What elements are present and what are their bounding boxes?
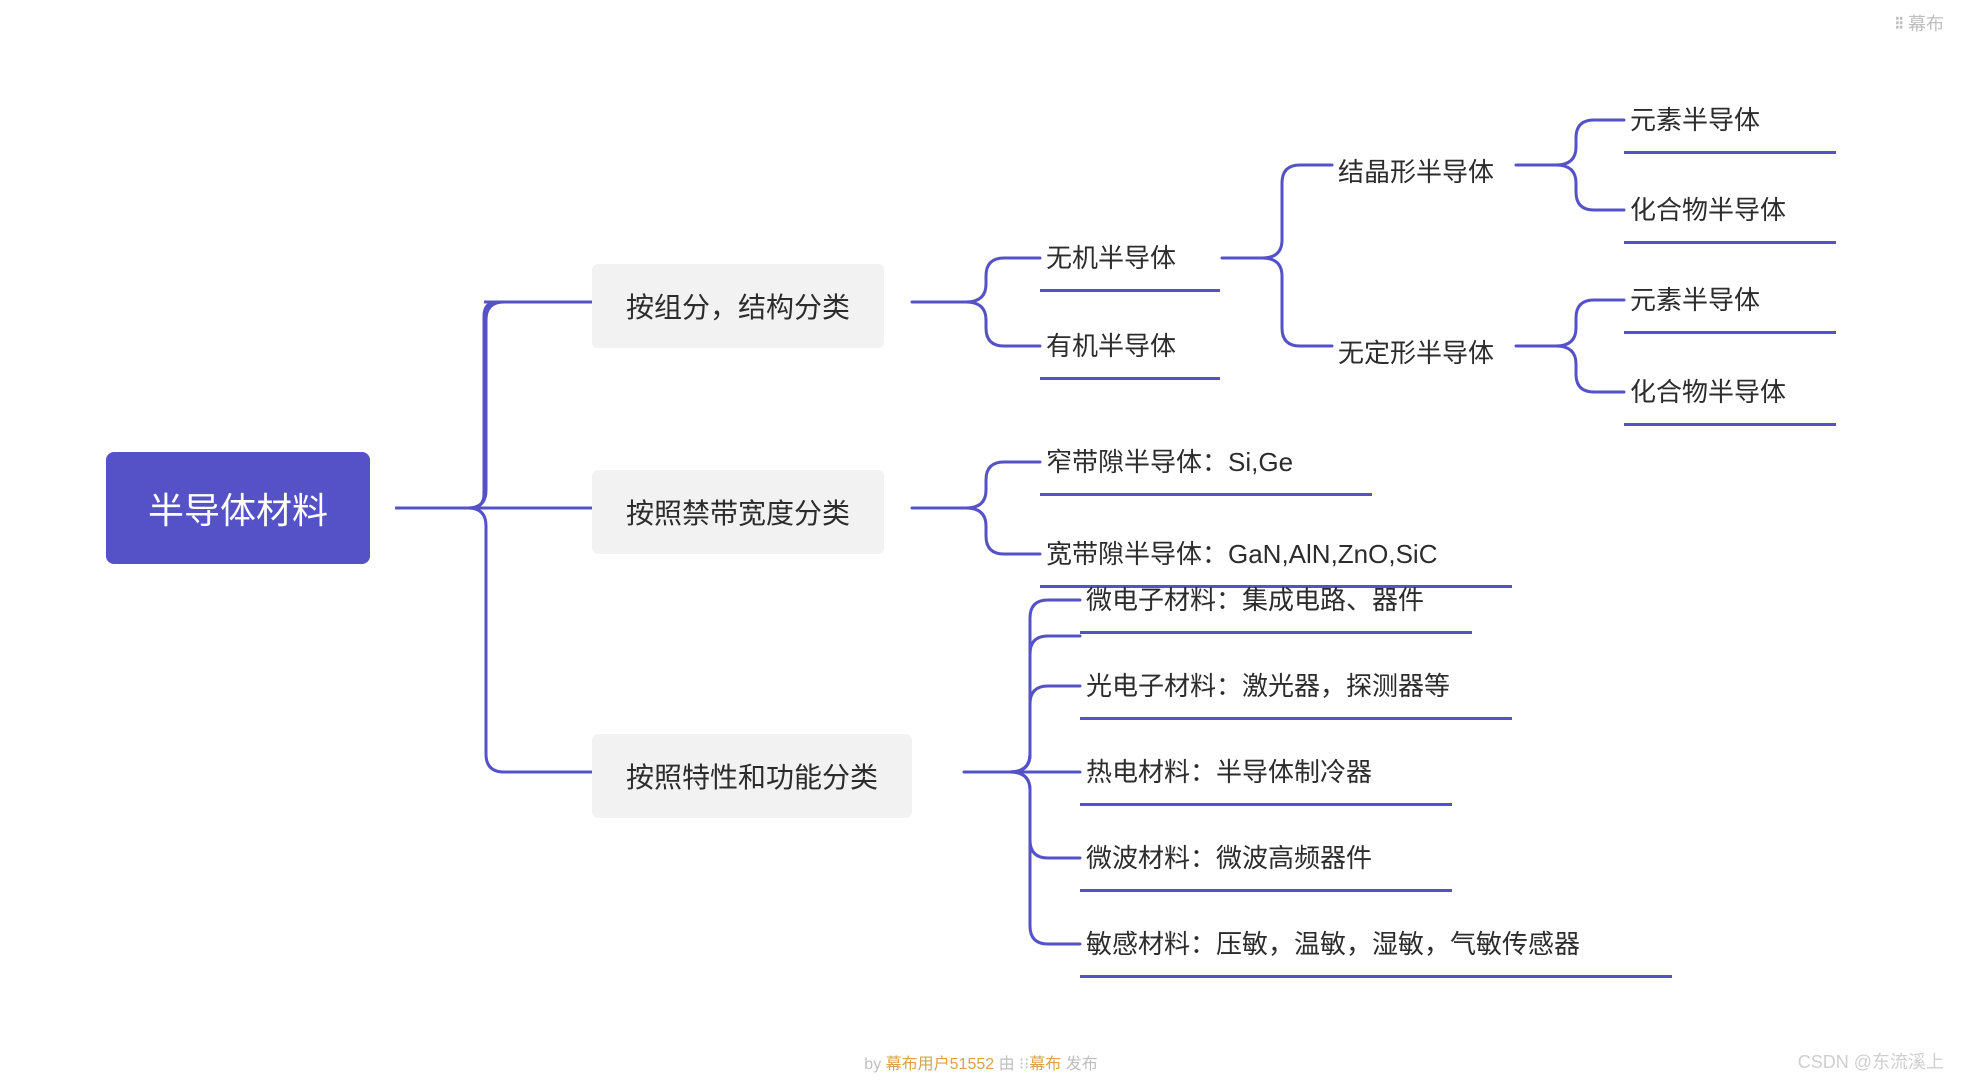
watermark-brand: 幕布	[1908, 10, 1944, 36]
branch-label: 按照特性和功能分类	[626, 756, 878, 796]
leaf-narrow-gap[interactable]: 窄带隙半导体：Si,Ge	[1040, 432, 1372, 496]
branch-label: 按组分，结构分类	[626, 286, 850, 326]
leaf-label: 敏感材料：压敏，温敏，湿敏，气敏传感器	[1086, 924, 1580, 961]
leaf-label: 元素半导体	[1630, 100, 1760, 137]
leaf-label: 化合物半导体	[1630, 190, 1786, 227]
leaf-thermoelectric[interactable]: 热电材料：半导体制冷器	[1080, 742, 1452, 806]
leaf-label: 光电子材料：激光器，探测器等	[1086, 666, 1450, 703]
leaf-label: 微波材料：微波高频器件	[1086, 838, 1372, 875]
leaf-crystalline[interactable]: 结晶形半导体	[1332, 142, 1500, 199]
leaf-label: 窄带隙半导体：Si,Ge	[1046, 442, 1293, 479]
leaf-label: 有机半导体	[1046, 326, 1176, 363]
leaf-elemental-1[interactable]: 元素半导体	[1624, 90, 1836, 154]
leaf-sensor[interactable]: 敏感材料：压敏，温敏，湿敏，气敏传感器	[1080, 914, 1672, 978]
leaf-label: 无机半导体	[1046, 238, 1176, 275]
leaf-compound-1[interactable]: 化合物半导体	[1624, 180, 1836, 244]
root-label: 半导体材料	[148, 482, 328, 534]
leaf-label: 微电子材料：集成电路、器件	[1086, 580, 1424, 617]
branch-label: 按照禁带宽度分类	[626, 492, 850, 532]
leaf-organic[interactable]: 有机半导体	[1040, 316, 1220, 380]
leaf-label: 无定形半导体	[1338, 333, 1494, 370]
branch-node-function[interactable]: 按照特性和功能分类	[592, 734, 912, 818]
leaf-amorphous[interactable]: 无定形半导体	[1332, 323, 1500, 380]
root-node[interactable]: 半导体材料	[106, 452, 370, 564]
leaf-label: 宽带隙半导体：GaN,AlN,ZnO,SiC	[1046, 534, 1438, 571]
watermark-bottom-right: CSDN @东流溪上	[1798, 1048, 1944, 1074]
leaf-label: 结晶形半导体	[1338, 152, 1494, 189]
leaf-microwave[interactable]: 微波材料：微波高频器件	[1080, 828, 1452, 892]
leaf-microelectronic[interactable]: 微电子材料：集成电路、器件	[1080, 570, 1472, 634]
leaf-elemental-2[interactable]: 元素半导体	[1624, 270, 1836, 334]
leaf-label: 化合物半导体	[1630, 372, 1786, 409]
mubu-logo-icon: ⁝⁝	[1895, 13, 1902, 34]
mubu-logo-small-icon: ⁝⁝	[1019, 1056, 1029, 1073]
watermark-bottom-center: by 幕布用户51552 由 ⁝⁝幕布 发布	[864, 1050, 1097, 1074]
leaf-label: 元素半导体	[1630, 280, 1760, 317]
branch-node-bandgap[interactable]: 按照禁带宽度分类	[592, 470, 884, 554]
branch-node-composition[interactable]: 按组分，结构分类	[592, 264, 884, 348]
leaf-label: 热电材料：半导体制冷器	[1086, 752, 1372, 789]
watermark-top-right: ⁝⁝ 幕布	[1895, 10, 1944, 36]
leaf-inorganic[interactable]: 无机半导体	[1040, 228, 1220, 292]
leaf-optoelectronic[interactable]: 光电子材料：激光器，探测器等	[1080, 656, 1512, 720]
leaf-compound-2[interactable]: 化合物半导体	[1624, 362, 1836, 426]
